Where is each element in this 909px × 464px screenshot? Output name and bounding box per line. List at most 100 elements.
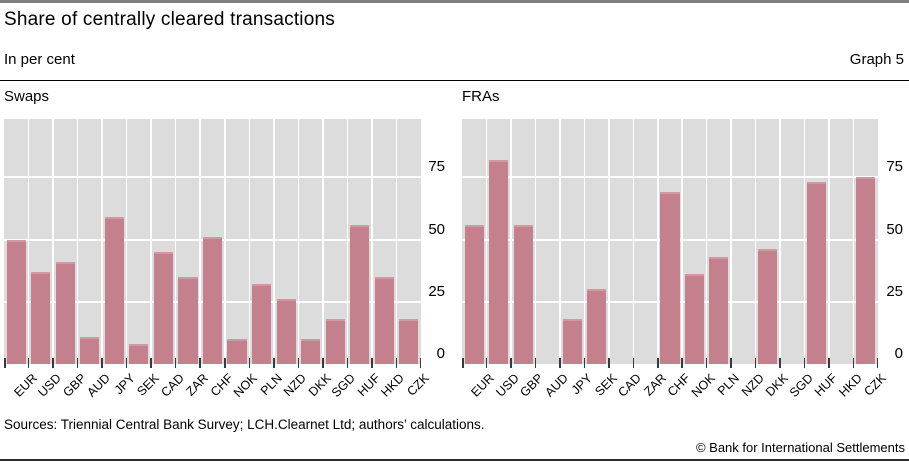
bar-huf xyxy=(350,224,370,364)
x-tick-label-gbp: GBP xyxy=(517,371,547,400)
x-axis-tick xyxy=(199,358,201,368)
bar-nok xyxy=(227,339,247,364)
x-axis-tick xyxy=(371,358,373,368)
x-axis-tick xyxy=(632,358,635,368)
bar-dkk xyxy=(301,339,321,364)
x-axis-tick xyxy=(27,358,30,368)
column-separator xyxy=(828,119,830,364)
column-separator xyxy=(346,119,349,364)
column-separator xyxy=(174,119,177,364)
x-axis-tick xyxy=(419,358,421,368)
x-axis-tick xyxy=(779,358,781,368)
x-axis-tick xyxy=(273,358,275,368)
bar-cad xyxy=(153,251,173,364)
column-separator xyxy=(779,119,781,364)
column-separator xyxy=(534,119,537,364)
x-axis-tick xyxy=(852,358,855,368)
bar-czk xyxy=(399,319,419,364)
y-tick-label-50: 50 xyxy=(886,220,903,238)
x-axis-tick xyxy=(52,358,54,368)
column-separator xyxy=(224,119,226,364)
bar-czk xyxy=(856,177,876,364)
bar-nzd xyxy=(276,299,296,364)
x-tick-label-eur: EUR xyxy=(468,371,498,400)
x-tick-label-cad: CAD xyxy=(615,371,645,400)
x-axis-tick xyxy=(608,358,610,368)
x-tick-label-usd: USD xyxy=(493,371,522,400)
gridline-75 xyxy=(4,176,421,179)
x-tick-label-chf: CHF xyxy=(207,371,236,400)
x-axis-tick xyxy=(150,358,152,368)
x-tick-label-czk: CZK xyxy=(404,371,432,399)
y-tick-label-25: 25 xyxy=(428,282,445,300)
x-axis-tick xyxy=(346,358,349,368)
x-axis-tick xyxy=(754,358,757,368)
x-tick-label-sgd: SGD xyxy=(786,371,816,401)
y-tick-label-0: 0 xyxy=(436,345,445,362)
bar-dkk xyxy=(758,249,778,364)
x-axis-tick xyxy=(705,358,708,368)
bar-aud xyxy=(80,336,100,364)
bar-gbp xyxy=(55,261,75,364)
column-separator xyxy=(730,119,732,364)
x-tick-label-huf: HUF xyxy=(354,371,383,400)
column-separator xyxy=(199,119,201,364)
column-separator xyxy=(101,119,103,364)
x-axis-tick xyxy=(125,358,128,368)
x-tick-label-dkk: DKK xyxy=(762,371,792,400)
bar-chf xyxy=(660,192,680,364)
column-separator xyxy=(632,119,635,364)
x-tick-label-jpy: JPY xyxy=(111,371,138,398)
column-separator xyxy=(125,119,128,364)
swaps-plot-area xyxy=(4,119,421,368)
page-title: Share of centrally cleared transactions xyxy=(4,9,335,30)
swaps-x-axis-labels: EUR USD GBP AUD JPY SEK CAD ZAR CHF NOK PLN NZD DKK S… xyxy=(4,364,432,412)
x-axis-tick xyxy=(681,358,683,368)
fras-y-axis-labels: 0 25 50 75 xyxy=(879,119,905,364)
column-separator xyxy=(510,119,512,364)
x-axis-tick xyxy=(101,358,103,368)
x-axis-tick xyxy=(534,358,537,368)
header-rule xyxy=(0,80,909,81)
x-tick-label-sgd: SGD xyxy=(329,371,359,401)
x-axis-tick xyxy=(583,358,586,368)
x-tick-label-gbp: GBP xyxy=(59,371,89,400)
y-tick-label-75: 75 xyxy=(886,158,903,176)
column-separator xyxy=(657,119,659,364)
x-tick-label-aud: AUD xyxy=(84,371,114,400)
bar-gbp xyxy=(513,224,533,364)
x-axis-tick xyxy=(395,358,398,368)
column-separator xyxy=(297,119,300,364)
x-axis-tick xyxy=(803,358,806,368)
column-separator xyxy=(150,119,152,364)
x-axis-tick xyxy=(828,358,830,368)
x-axis-tick xyxy=(174,358,177,368)
column-separator xyxy=(754,119,757,364)
bar-jpy xyxy=(562,319,582,364)
x-tick-label-cad: CAD xyxy=(158,371,187,400)
x-tick-label-zar: ZAR xyxy=(183,371,212,399)
x-axis-tick xyxy=(657,358,659,368)
x-tick-label-pln: PLN xyxy=(257,371,285,399)
y-tick-label-0: 0 xyxy=(894,345,903,362)
x-tick-label-nok: NOK xyxy=(231,371,261,401)
x-tick-label-jpy: JPY xyxy=(569,371,596,398)
bar-sek xyxy=(129,344,149,364)
x-tick-label-eur: EUR xyxy=(10,371,40,400)
x-axis-tick xyxy=(322,358,324,368)
column-separator xyxy=(27,119,30,364)
y-tick-label-25: 25 xyxy=(886,282,903,300)
y-tick-label-50: 50 xyxy=(428,220,445,238)
bar-chf xyxy=(202,237,223,364)
column-separator xyxy=(559,119,561,364)
x-axis-tick xyxy=(248,358,251,368)
x-tick-label-huf: HUF xyxy=(811,371,840,400)
x-axis-tick xyxy=(510,358,512,368)
column-separator xyxy=(273,119,275,364)
bar-usd xyxy=(489,159,509,364)
column-separator xyxy=(705,119,708,364)
bar-usd xyxy=(31,271,51,364)
bar-zar xyxy=(178,276,198,364)
x-tick-label-dkk: DKK xyxy=(305,371,334,400)
x-tick-label-sek: SEK xyxy=(592,371,620,399)
